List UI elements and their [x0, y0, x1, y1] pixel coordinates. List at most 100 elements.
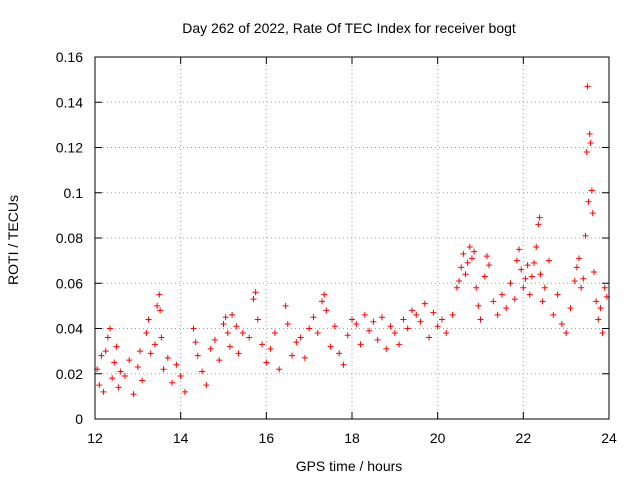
data-point [126, 357, 133, 364]
data-point [471, 248, 478, 255]
x-tick-label: 22 [516, 430, 532, 446]
data-point [578, 284, 585, 291]
data-point [511, 296, 518, 303]
data-point [282, 302, 289, 309]
data-point [526, 291, 533, 298]
data-point [438, 316, 445, 323]
data-point [203, 382, 210, 389]
data-point [571, 277, 578, 284]
data-point [293, 339, 300, 346]
data-point [349, 316, 355, 323]
data-point [289, 352, 296, 359]
data-point [239, 330, 246, 337]
data-point [531, 259, 538, 266]
data-point [541, 284, 548, 291]
data-point [319, 298, 326, 305]
data-point [336, 350, 343, 357]
data-point [301, 354, 308, 361]
x-axis-title: GPS time / hours [296, 458, 403, 474]
data-point [481, 273, 488, 280]
data-point [513, 257, 520, 264]
y-tick-label: 0.02 [56, 366, 83, 382]
y-tick-label: 0.16 [56, 49, 83, 65]
data-point [589, 210, 596, 217]
data-point [490, 298, 497, 305]
data-point [533, 244, 540, 251]
data-point [486, 262, 493, 269]
data-point [157, 307, 164, 314]
data-point [466, 244, 473, 251]
data-point [96, 382, 103, 389]
data-point [558, 320, 565, 327]
data-point [143, 330, 150, 337]
data-point [456, 277, 463, 284]
data-point [151, 341, 158, 348]
data-point [498, 291, 505, 298]
data-point [475, 302, 482, 309]
data-point [271, 330, 278, 337]
data-point [353, 320, 360, 327]
data-point [216, 357, 223, 364]
y-tick-label: 0.1 [64, 185, 84, 201]
data-point [370, 318, 377, 325]
data-point [164, 354, 171, 361]
data-point [177, 373, 184, 380]
data-point [117, 368, 124, 375]
data-point [136, 348, 143, 355]
data-point [400, 316, 407, 323]
data-point [449, 311, 456, 318]
data-point [599, 330, 606, 337]
data-point [102, 348, 109, 355]
data-point [426, 334, 433, 341]
data-point [235, 350, 242, 357]
data-point [306, 325, 313, 332]
data-point [357, 341, 364, 348]
data-point [207, 345, 214, 352]
data-point [421, 300, 428, 307]
data-point [106, 325, 113, 332]
data-point [220, 320, 227, 327]
data-point [340, 361, 347, 368]
data-point [276, 366, 283, 373]
data-point [321, 291, 328, 298]
data-point [595, 316, 602, 323]
data-point [327, 343, 334, 350]
data-point [259, 341, 266, 348]
data-point [156, 291, 163, 298]
data-point [113, 343, 120, 350]
data-point [586, 130, 593, 137]
data-point [229, 311, 236, 318]
data-point [563, 330, 570, 337]
y-tick-label: 0.08 [56, 230, 83, 246]
data-point [464, 259, 471, 266]
data-point [378, 314, 385, 321]
data-point [323, 307, 330, 314]
y-tick-label: 0.12 [56, 140, 83, 156]
data-point [580, 275, 587, 282]
data-point [593, 298, 600, 305]
data-point [567, 305, 574, 312]
data-point [222, 314, 229, 321]
y-tick-label: 0.14 [56, 94, 83, 110]
data-point [145, 316, 152, 323]
data-point [597, 305, 604, 312]
data-point [147, 350, 154, 357]
grid-lines [95, 57, 609, 419]
data-point [516, 246, 523, 253]
data-point [458, 264, 465, 271]
data-point [139, 377, 146, 384]
data-point [134, 363, 141, 370]
data-point [154, 302, 161, 309]
data-point [190, 325, 197, 332]
y-tick-label: 0.04 [56, 321, 83, 337]
data-point [396, 341, 403, 348]
data-point [284, 320, 291, 327]
data-point [310, 314, 317, 321]
data-point [211, 336, 218, 343]
data-point [522, 275, 529, 282]
data-point [104, 334, 111, 341]
data-point [554, 291, 561, 298]
data-point [169, 379, 176, 386]
data-point [453, 284, 460, 291]
